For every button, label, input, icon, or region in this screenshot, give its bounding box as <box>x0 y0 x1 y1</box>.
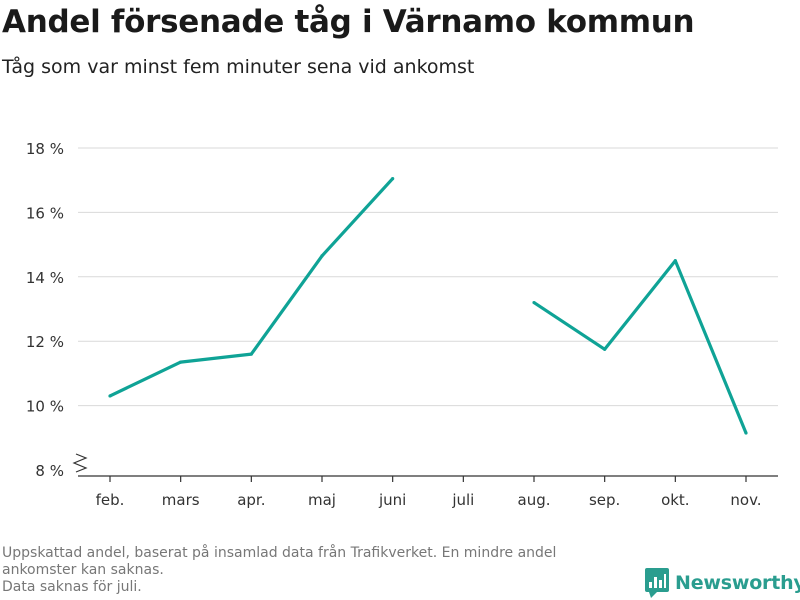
x-tick-label: mars <box>162 491 200 509</box>
y-tick-label: 16 % <box>26 204 64 222</box>
axis-break-mark <box>72 453 88 473</box>
y-tick-label: 10 % <box>26 398 64 416</box>
footer-note-line-2: ankomster kan saknas. <box>2 562 164 578</box>
y-axis-tick-labels: 8 % 10 % 12 % 14 % 16 % 18 % <box>26 140 64 480</box>
brand-name: Newsworthy <box>675 572 800 594</box>
gridlines <box>78 147 778 407</box>
data-point <box>179 360 183 364</box>
brand-logo: Newsworthy <box>645 568 800 598</box>
x-tick-label: maj <box>308 491 336 509</box>
x-tick-label: aug. <box>518 491 551 509</box>
data-point <box>673 259 677 263</box>
data-point <box>320 254 324 258</box>
y-tick-label: 14 % <box>26 269 64 287</box>
x-tick-label: nov. <box>730 491 761 509</box>
footer-note: Uppskattad andel, baserat på insamlad da… <box>2 545 642 596</box>
x-tick-label: feb. <box>96 491 125 509</box>
series-line-segment-1 <box>109 177 394 398</box>
chart-title: Andel försenade tåg i Värnamo kommun <box>2 4 695 40</box>
x-tick-label: juli <box>451 491 474 509</box>
y-axis-break-zigzag <box>72 453 88 473</box>
x-tick-label: okt. <box>661 491 690 509</box>
x-tick-label: apr. <box>237 491 265 509</box>
footer-note-line-1: Uppskattad andel, baserat på insamlad da… <box>2 545 557 561</box>
series-lines <box>108 176 748 435</box>
data-point <box>391 176 395 181</box>
x-tick-label: juni <box>378 491 406 509</box>
footer-note-line-3: Data saknas för juli. <box>2 579 142 595</box>
x-axis <box>78 475 778 482</box>
data-point <box>744 431 748 435</box>
x-axis-tick-labels: feb. mars apr. maj juni juli aug. sep. okt. nov. <box>96 491 762 509</box>
data-point <box>249 352 253 356</box>
y-tick-label: 8 % <box>35 462 64 480</box>
line-chart: 8 % 10 % 12 % 14 % 16 % 18 % feb. mars apr. maj j… <box>26 140 778 509</box>
y-tick-label: 18 % <box>26 140 64 158</box>
series-line-segment-2 <box>533 259 748 434</box>
newsworthy-logo-icon <box>645 568 669 598</box>
data-point <box>532 300 536 305</box>
chart-subtitle: Tåg som var minst fem minuter sena vid a… <box>2 56 475 78</box>
x-tick-label: sep. <box>589 491 620 509</box>
data-point <box>108 394 112 398</box>
y-tick-label: 12 % <box>26 333 64 351</box>
data-point <box>603 347 607 351</box>
